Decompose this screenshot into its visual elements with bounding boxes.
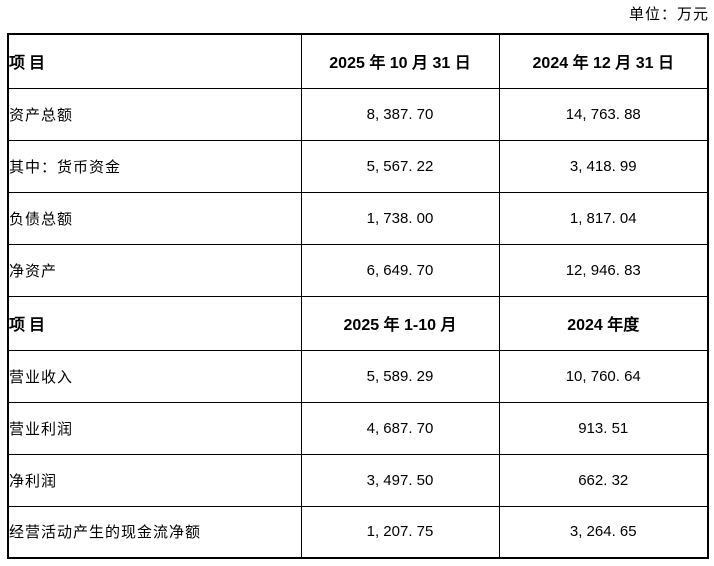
- row-value-cell: 5, 589. 29: [300, 349, 500, 403]
- table-row-operating-revenue: 营业收入 5, 589. 29 10, 760. 64: [7, 349, 709, 403]
- row-value-cell: 5, 567. 22: [300, 139, 500, 193]
- header-cell-date-2024: 2024 年 12 月 31 日: [498, 33, 709, 89]
- row-label-cell: 资产总额: [7, 87, 302, 141]
- table-row-total-liabilities: 负债总额 1, 738. 00 1, 817. 04: [7, 191, 709, 245]
- row-value-cell: 3, 418. 99: [498, 139, 709, 193]
- row-value-cell: 6, 649. 70: [300, 243, 500, 297]
- header-cell-period-2024: 2024 年度: [498, 295, 709, 351]
- row-value-cell: 4, 687. 70: [300, 401, 500, 455]
- header-cell-item: 项目: [7, 295, 302, 351]
- row-value-cell: 8, 387. 70: [300, 87, 500, 141]
- row-label-cell: 营业收入: [7, 349, 302, 403]
- table-row-net-profit: 净利润 3, 497. 50 662. 32: [7, 453, 709, 507]
- table-row-operating-profit: 营业利润 4, 687. 70 913. 51: [7, 401, 709, 455]
- header-cell-date-2025: 2025 年 10 月 31 日: [300, 33, 500, 89]
- income-statement-header-row: 项目 2025 年 1-10 月 2024 年度: [7, 295, 709, 351]
- row-value-cell: 10, 760. 64: [498, 349, 709, 403]
- row-value-cell: 1, 738. 00: [300, 191, 500, 245]
- balance-sheet-header-row: 项目 2025 年 10 月 31 日 2024 年 12 月 31 日: [7, 33, 709, 89]
- header-cell-item: 项目: [7, 33, 302, 89]
- row-value-cell: 1, 207. 75: [300, 505, 500, 559]
- table-row-net-assets: 净资产 6, 649. 70 12, 946. 83: [7, 243, 709, 297]
- row-value-cell: 662. 32: [498, 453, 709, 507]
- financial-summary-table: 项目 2025 年 10 月 31 日 2024 年 12 月 31 日 资产总…: [7, 33, 709, 559]
- header-cell-period-2025: 2025 年 1-10 月: [300, 295, 500, 351]
- row-label-cell: 负债总额: [7, 191, 302, 245]
- row-label-cell: 净资产: [7, 243, 302, 297]
- row-value-cell: 913. 51: [498, 401, 709, 455]
- row-label-cell: 净利润: [7, 453, 302, 507]
- row-value-cell: 14, 763. 88: [498, 87, 709, 141]
- row-value-cell: 3, 264. 65: [498, 505, 709, 559]
- unit-label: 单位：万元: [628, 7, 709, 23]
- row-label-cell: 营业利润: [7, 401, 302, 455]
- row-value-cell: 1, 817. 04: [498, 191, 709, 245]
- table-row-total-assets: 资产总额 8, 387. 70 14, 763. 88: [7, 87, 709, 141]
- row-value-cell: 12, 946. 83: [498, 243, 709, 297]
- row-label-cell: 其中：货币资金: [7, 139, 302, 193]
- table-row-monetary-funds: 其中：货币资金 5, 567. 22 3, 418. 99: [7, 139, 709, 193]
- row-label-cell: 经营活动产生的现金流净额: [7, 505, 302, 559]
- table-row-operating-cash-flow: 经营活动产生的现金流净额 1, 207. 75 3, 264. 65: [7, 505, 709, 559]
- row-value-cell: 3, 497. 50: [300, 453, 500, 507]
